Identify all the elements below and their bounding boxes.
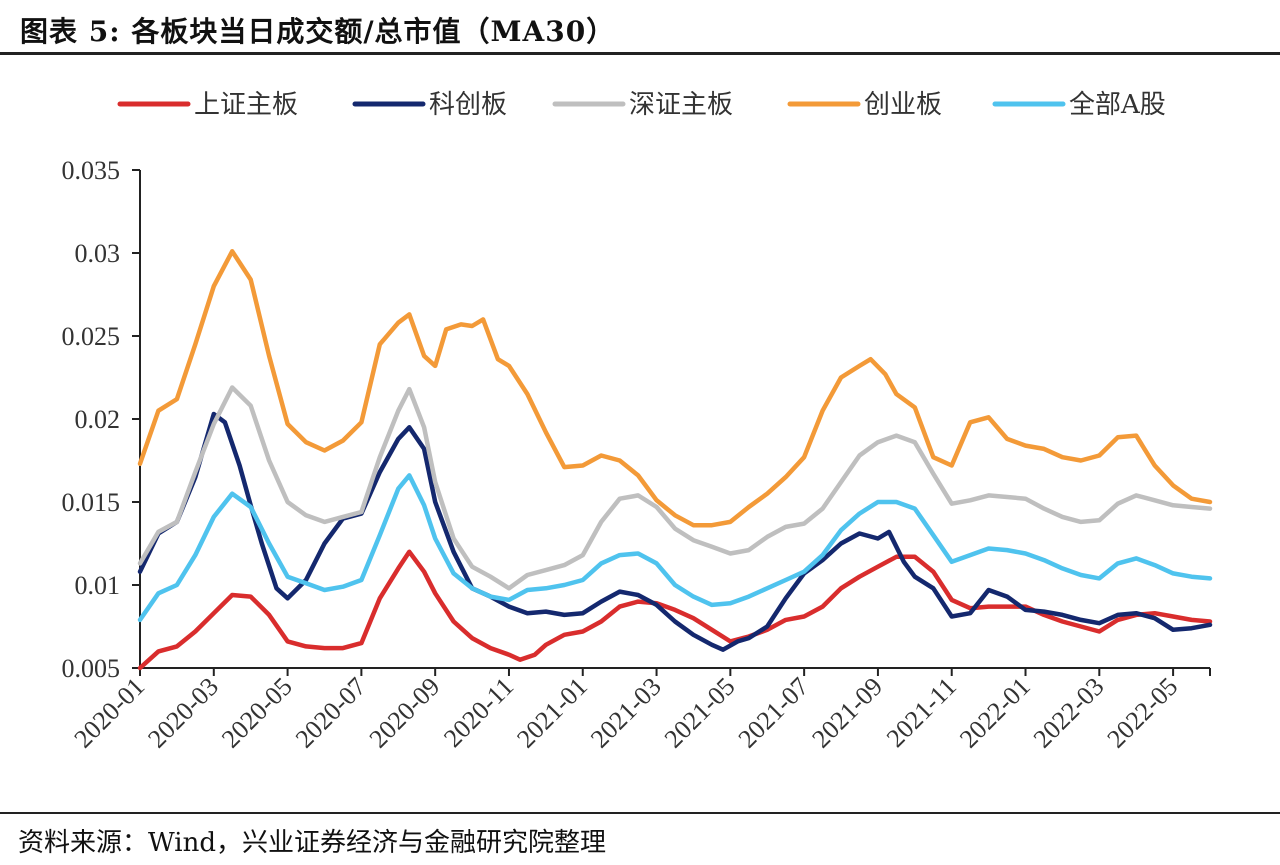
x-tick-label: 2022-01 [954, 672, 1036, 754]
legend-label: 全部A股 [1069, 90, 1166, 120]
x-tick-label: 2020-03 [142, 672, 224, 754]
series-line-全部A股 [137, 473, 1213, 623]
x-tick-label: 2021-09 [806, 672, 888, 754]
x-tick-label: 2020-01 [68, 672, 150, 754]
y-tick-label: 0.025 [62, 322, 121, 351]
y-tick-label: 0.035 [62, 156, 121, 185]
series-line-创业板 [137, 249, 1213, 528]
x-tick-label: 2021-07 [733, 672, 815, 754]
x-tick-label: 2020-07 [290, 672, 372, 754]
x-tick-label: 2020-05 [216, 672, 298, 754]
legend: 上证主板 科创板 深证主板 创业板 全部A股 [117, 90, 1166, 120]
series-line-深证主板 [137, 385, 1213, 591]
x-tick-label: 2021-11 [881, 672, 962, 753]
legend-label: 创业板 [864, 90, 942, 120]
figure-title: 图表 5: 各板块当日成交额/总市值（MA30） [20, 15, 616, 48]
series-line-上证主板 [137, 549, 1213, 671]
footer-rule [0, 812, 1280, 814]
legend-label: 深证主板 [629, 90, 733, 120]
x-tick-label: 2021-01 [511, 672, 593, 754]
x-tick-label: 2021-05 [659, 672, 741, 754]
legend-label: 科创板 [429, 90, 507, 120]
y-tick-label: 0.03 [75, 239, 121, 268]
x-tick-label: 2022-03 [1028, 672, 1110, 754]
series-line-科创板 [137, 411, 1213, 652]
x-tick-label: 2020-09 [364, 672, 446, 754]
series-layer [137, 249, 1213, 671]
y-tick-label: 0.015 [62, 488, 121, 517]
x-tick-label: 2020-11 [438, 672, 519, 753]
x-tick-label: 2022-05 [1102, 672, 1184, 754]
y-tick-label: 0.02 [75, 405, 121, 434]
source-note: 资料来源：Wind，兴业证券经济与金融研究院整理 [18, 828, 606, 858]
x-tick-label: 2021-03 [585, 672, 667, 754]
legend-label: 上证主板 [194, 90, 298, 120]
y-tick-label: 0.005 [62, 654, 121, 683]
title-rule [0, 52, 1280, 55]
y-tick-label: 0.01 [75, 571, 121, 600]
